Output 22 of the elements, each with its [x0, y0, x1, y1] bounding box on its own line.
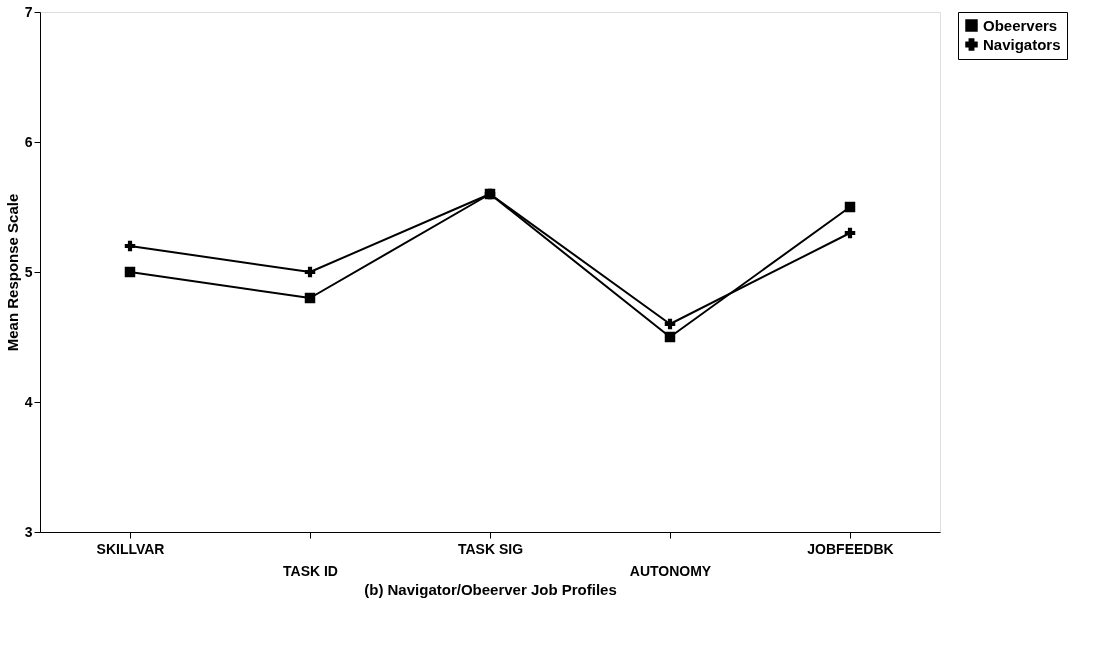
point	[124, 266, 136, 278]
y-axis-title: Mean Response Scale	[3, 193, 21, 352]
x-axis-title: (b) Navigator/Obeerver Job Profiles	[364, 580, 617, 598]
x-tick-label: TASK SIG	[457, 540, 524, 557]
point	[844, 201, 856, 213]
point	[124, 240, 136, 252]
y-tick-label: 4	[24, 393, 33, 410]
legend-label: Obeervers	[983, 16, 1058, 34]
point	[664, 331, 676, 343]
x-tick-label: AUTONOMY	[629, 562, 712, 579]
y-tick-label: 6	[24, 133, 33, 150]
point	[304, 266, 316, 278]
x-tick-label: SKILLVAR	[96, 540, 165, 557]
point	[844, 227, 856, 239]
point	[664, 318, 676, 330]
y-tick-label: 3	[24, 523, 33, 540]
point	[304, 292, 316, 304]
y-tick-label: 5	[24, 263, 33, 280]
x-tick-label: JOBFEEDBK	[807, 540, 894, 557]
x-tick-label: TASK ID	[283, 562, 338, 579]
legend-label: Navigators	[983, 35, 1061, 53]
y-tick-label: 7	[24, 3, 33, 20]
